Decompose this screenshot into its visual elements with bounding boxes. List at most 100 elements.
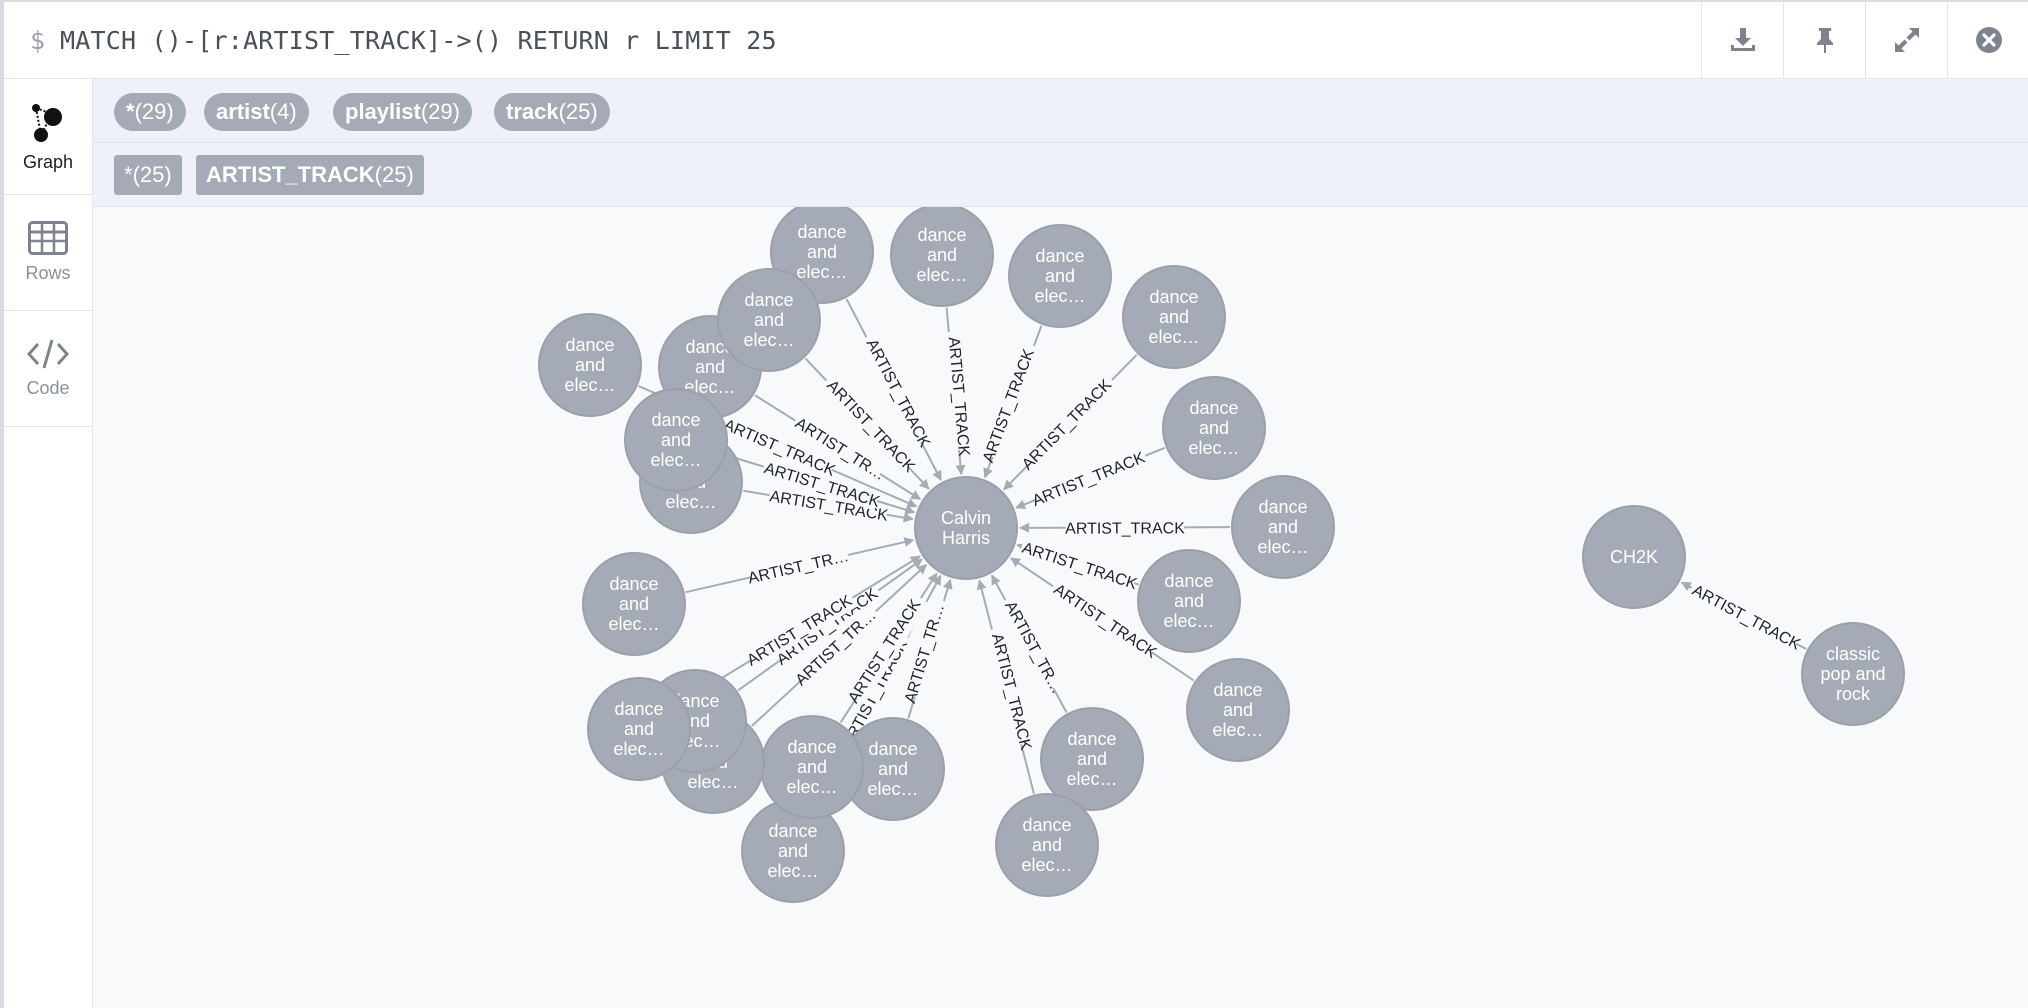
node-circle[interactable] (538, 313, 642, 417)
track-node[interactable]: danceandelec… (1231, 475, 1335, 579)
track-node[interactable]: danceandelec… (538, 313, 642, 417)
node-label-pill-track[interactable]: track(25) (494, 93, 610, 131)
track-node[interactable]: danceandelec… (717, 268, 821, 372)
node-caption: and (624, 719, 654, 739)
node-caption: dance (565, 335, 614, 355)
node-caption: elec… (1212, 720, 1263, 740)
node-label-pill-artist[interactable]: artist(4) (204, 93, 309, 131)
download-button[interactable] (1701, 2, 1783, 78)
relationship-label-background (1065, 517, 1185, 538)
node-caption: and (1159, 307, 1189, 327)
track-node[interactable]: danceandelec… (1040, 707, 1144, 811)
query-text[interactable]: MATCH ()-[r:ARTIST_TRACK]->() RETURN r L… (60, 26, 777, 55)
pin-icon (1816, 28, 1833, 53)
node-caption: dance (917, 225, 966, 245)
relationship-label-background (1031, 446, 1150, 510)
node-caption: elec… (613, 739, 664, 759)
node-circle[interactable] (1231, 475, 1335, 579)
sidebar-item-rows[interactable]: Rows (4, 195, 92, 311)
track-node[interactable]: danceandelec… (1122, 265, 1226, 369)
node-caption: dance (744, 290, 793, 310)
relationship-label-background (760, 457, 881, 511)
artist-track-edge[interactable]: ARTIST_TRACK (938, 307, 972, 476)
relationship-label-background (842, 633, 917, 747)
node-labels-bar: *(29) artist(4) playlist(29) track(25) (93, 79, 2028, 143)
node-circle[interactable] (1186, 658, 1290, 762)
node-caption: elec… (867, 779, 918, 799)
node-caption: and (661, 430, 691, 450)
track-node[interactable]: danceandelec… (1186, 658, 1290, 762)
node-caption: and (807, 242, 837, 262)
sidebar-item-label: Rows (25, 263, 71, 283)
graph-canvas[interactable]: ARTIST_TRACK ARTIST_TRACK ARTIST_TRACK ARTI… (93, 207, 2028, 1008)
node-circle[interactable] (890, 207, 994, 307)
sidebar-item-graph[interactable]: Graph (4, 79, 92, 195)
node-caption: dance (1067, 729, 1116, 749)
artist-track-edge[interactable]: ARTIST_TR… (685, 537, 915, 594)
artist-track-edge[interactable]: ARTIST_TRACK (1680, 579, 1807, 654)
node-caption: dance (1258, 497, 1307, 517)
node-caption: and (1268, 517, 1298, 537)
node-circle[interactable] (1008, 224, 1112, 328)
relationship-label: ARTIST_TRACK (1689, 582, 1803, 654)
track-node[interactable]: danceandelec… (582, 552, 686, 656)
track-node[interactable]: danceandelec… (1008, 224, 1112, 328)
sidebar-item-code[interactable]: Code (4, 311, 92, 427)
expand-button[interactable] (1865, 2, 1947, 78)
relationship-label-background (746, 589, 858, 669)
rel-type-tag-all[interactable]: *(25) (114, 155, 182, 195)
node-circle[interactable] (1801, 622, 1905, 726)
sidebar-item-label: Graph (22, 152, 74, 172)
track-node[interactable]: danceandelec… (760, 715, 864, 819)
close-icon (1975, 27, 2002, 53)
relationship-label-background (905, 598, 954, 700)
relationship-label-background (1687, 579, 1801, 653)
node-caption: and (1032, 835, 1062, 855)
graph-visualization[interactable]: ARTIST_TRACK ARTIST_TRACK ARTIST_TRACKARTI… (93, 207, 2028, 1008)
artist-track-edge[interactable]: ARTIST_TRACK (1016, 536, 1139, 593)
node-circle[interactable] (624, 388, 728, 492)
node-caption: elec… (1034, 286, 1085, 306)
node-caption: elec… (1257, 537, 1308, 557)
node-circle[interactable] (995, 793, 1099, 897)
node-circle[interactable] (1122, 265, 1226, 369)
track-node[interactable]: danceandelec… (741, 799, 845, 903)
node-label-pill-playlist[interactable]: playlist(29) (333, 93, 472, 131)
track-node[interactable]: danceandelec… (1137, 549, 1241, 653)
node-caption: and (754, 310, 784, 330)
node-circle[interactable] (587, 677, 691, 781)
track-node[interactable]: danceandelec… (587, 677, 691, 781)
expand-icon (1894, 28, 1919, 52)
node-caption: and (1199, 418, 1229, 438)
rel-type-tag-artist-track[interactable]: ARTIST_TRACK(25) (196, 155, 424, 195)
node-caption: dance (1035, 246, 1084, 266)
artist-track-edge[interactable]: ARTIST_TRACK (1018, 517, 1231, 538)
node-caption: and (927, 245, 957, 265)
node-label-pill-all[interactable]: *(29) (114, 93, 186, 131)
track-node[interactable]: danceandelec… (624, 388, 728, 492)
node-circle[interactable] (1040, 707, 1144, 811)
node-circle[interactable] (1162, 376, 1266, 480)
node-circle[interactable] (914, 476, 1018, 580)
track-node[interactable]: danceandelec… (890, 207, 994, 307)
relationship-label-background (857, 332, 931, 447)
relationship-label-background (795, 604, 883, 687)
track-node[interactable]: danceandelec… (841, 717, 945, 821)
node-circle[interactable] (717, 268, 821, 372)
pin-button[interactable] (1783, 2, 1865, 78)
track-node[interactable]: danceandelec… (1162, 376, 1266, 480)
prompt-symbol: $ (30, 26, 46, 55)
artist-node-ch2k[interactable]: CH2K (1582, 505, 1686, 609)
track-node[interactable]: danceandelec… (995, 793, 1099, 897)
table-icon (28, 221, 68, 255)
node-caption: and (778, 841, 808, 861)
relationship-label-background (938, 331, 970, 451)
node-circle[interactable] (1137, 549, 1241, 653)
node-circle[interactable] (582, 552, 686, 656)
relationship-label-background (748, 545, 851, 588)
node-circle[interactable] (1582, 505, 1686, 609)
close-button[interactable] (1947, 2, 2028, 78)
